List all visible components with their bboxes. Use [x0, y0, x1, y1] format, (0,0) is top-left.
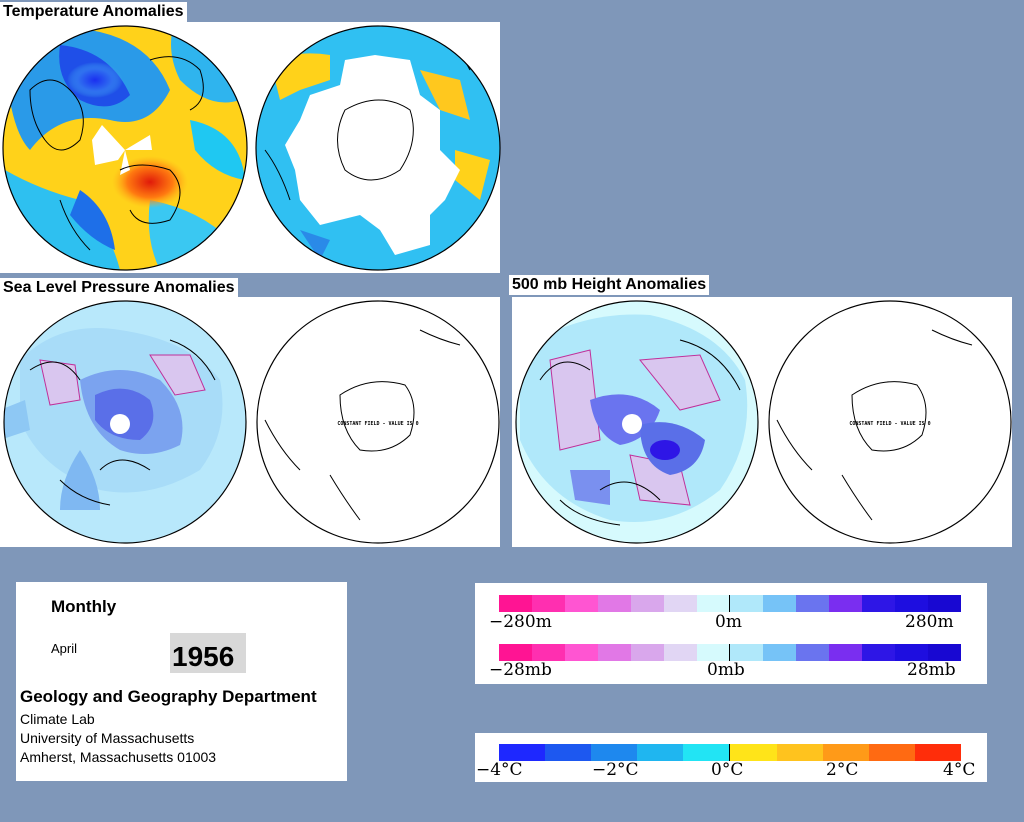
temperature-colorbar-swatch [545, 744, 592, 761]
height-constant-label: CONSTANT FIELD - VALUE IS 0 [849, 421, 930, 427]
pressure-colorbar-swatch [796, 644, 830, 661]
height-title: 500 mb Height Anomalies [509, 275, 710, 295]
temperature-nh-map [3, 26, 247, 270]
pressure-legend-label-max: 28mb [907, 660, 956, 680]
height-colorbar-swatch [630, 595, 664, 612]
temperature-title: Temperature Anomalies [0, 2, 187, 22]
temperature-legend-label-2: 2°C [826, 760, 859, 780]
height-legend-label-min: −280m [489, 612, 552, 632]
pressure-colorbar-swatch [763, 644, 797, 661]
height-colorbar-swatch [597, 595, 631, 612]
temperature-sh-map [256, 26, 500, 270]
month-label: April [51, 641, 78, 656]
height-colorbar-swatch [696, 595, 731, 612]
pressure-colorbar-swatch [696, 644, 731, 661]
height-colorbar [499, 595, 961, 612]
pressure-colorbar-swatch [862, 644, 896, 661]
height-colorbar-swatch [531, 595, 565, 612]
height-colorbar-swatch [499, 595, 532, 612]
university-label: University of Massachusetts [20, 730, 195, 746]
slp-title: Sea Level Pressure Anomalies [0, 278, 238, 298]
slp-constant-label: CONSTANT FIELD - VALUE IS 0 [337, 421, 418, 427]
address-label: Amherst, Massachusetts 01003 [20, 749, 217, 765]
height-colorbar-swatch [862, 595, 896, 612]
temperature-colorbar-swatch [499, 744, 546, 761]
year-badge [170, 633, 246, 673]
pressure-colorbar-swatch [927, 644, 961, 661]
temperature-legend-label-minus4: −4°C [476, 760, 523, 780]
height-nh-map [516, 301, 758, 543]
pressure-colorbar-swatch [895, 644, 928, 661]
height-colorbar-swatch [927, 595, 961, 612]
height-sh-map [768, 300, 1012, 544]
temperature-colorbar-swatch [591, 744, 638, 761]
temperature-legend-label-4: 4°C [943, 760, 976, 780]
slp-sh-map [256, 300, 500, 544]
temperature-colorbar-swatch [683, 744, 731, 761]
height-colorbar-swatch [763, 595, 797, 612]
pressure-colorbar-swatch [630, 644, 664, 661]
pressure-legend-label-min: −28mb [489, 660, 552, 680]
pressure-colorbar-swatch [730, 644, 764, 661]
lab-label: Climate Lab [20, 711, 95, 727]
height-colorbar-swatch [829, 595, 863, 612]
height-colorbar-swatch [796, 595, 830, 612]
period-label: Monthly [51, 597, 117, 616]
pressure-colorbar-swatch [829, 644, 863, 661]
height-colorbar-swatch [895, 595, 928, 612]
height-colorbar-swatch [564, 595, 598, 612]
temperature-legend-label-minus2: −2°C [592, 760, 639, 780]
height-colorbar-swatch [730, 595, 764, 612]
pressure-colorbar-swatch [663, 644, 697, 661]
temperature-colorbar-swatch [822, 744, 869, 761]
pressure-colorbar [499, 644, 961, 661]
temperature-legend-label-0: 0°C [711, 760, 744, 780]
temperature-colorbar-swatch [637, 744, 684, 761]
year-label: 1956 [172, 641, 235, 672]
pressure-colorbar-swatch [597, 644, 631, 661]
pressure-colorbar-swatch [499, 644, 532, 661]
info-box [16, 582, 347, 781]
temperature-colorbar-swatch [776, 744, 823, 761]
temperature-colorbar-swatch [914, 744, 961, 761]
height-legend-label-max: 280m [905, 612, 954, 632]
height-legend-label-mid: 0m [715, 612, 742, 632]
pressure-colorbar-swatch [531, 644, 565, 661]
temperature-colorbar [499, 744, 961, 761]
pressure-colorbar-swatch [564, 644, 598, 661]
slp-nh-map [4, 301, 246, 543]
department-label: Geology and Geography Department [20, 687, 317, 706]
temperature-colorbar-swatch [730, 744, 777, 761]
temperature-colorbar-swatch [868, 744, 915, 761]
height-colorbar-swatch [663, 595, 697, 612]
pressure-legend-label-mid: 0mb [707, 660, 745, 680]
